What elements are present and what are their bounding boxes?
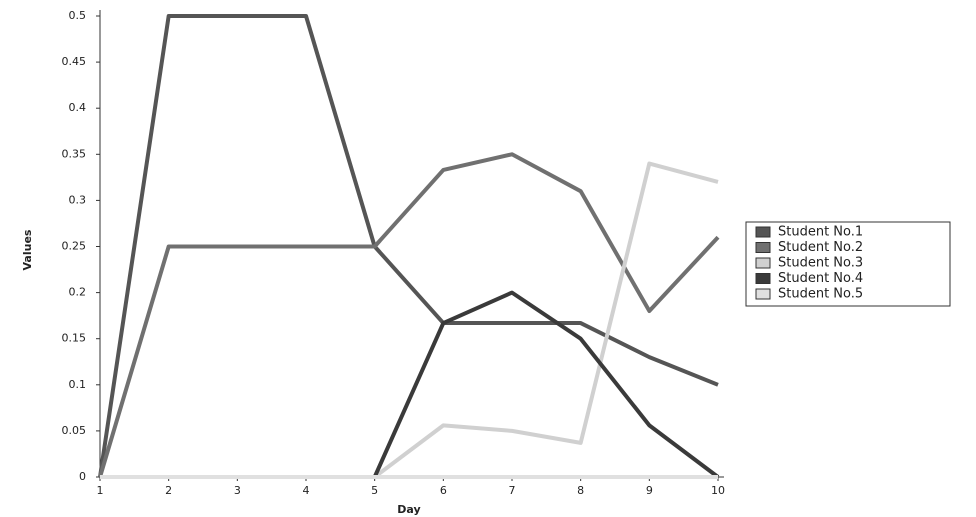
- y-tick-label: 0.05: [62, 424, 87, 437]
- chart: Values Day 0 0.05 0.1 0.15 0.2 0.25 0.3 0.35 0.4…: [0, 0, 976, 517]
- x-tick-label: 6: [440, 484, 447, 497]
- legend-label: Student No.3: [778, 256, 863, 271]
- y-tick-label: 0.4: [69, 101, 87, 114]
- y-tick-label: 0.45: [62, 55, 87, 68]
- y-tick-label: 0.5: [69, 9, 87, 22]
- legend-swatch: [756, 258, 770, 268]
- legend-label: Student No.1: [778, 225, 863, 240]
- legend-swatch: [756, 243, 770, 253]
- series-line: [100, 154, 718, 477]
- x-tick-label: 5: [371, 484, 378, 497]
- x-tick-label: 3: [234, 484, 241, 497]
- legend-swatch: [756, 289, 770, 299]
- x-tick-label: 8: [577, 484, 584, 497]
- y-tick-label: 0: [79, 470, 86, 483]
- x-tick-label: 2: [165, 484, 172, 497]
- legend-swatch: [756, 274, 770, 284]
- x-tick-label: 4: [303, 484, 310, 497]
- y-tick-label: 0.3: [69, 193, 87, 206]
- x-tick-label: 10: [711, 484, 725, 497]
- y-tick-label: 0.1: [69, 378, 87, 391]
- y-axis-label: Values: [21, 229, 34, 270]
- y-tick-label: 0.15: [62, 332, 87, 345]
- x-tick-label: 1: [97, 484, 104, 497]
- x-tick-label: 9: [646, 484, 653, 497]
- legend-swatch: [756, 227, 770, 237]
- legend-label: Student No.2: [778, 240, 863, 255]
- legend-label: Student No.5: [778, 287, 863, 302]
- y-tick-label: 0.25: [62, 240, 87, 253]
- x-axis-label: Day: [397, 503, 420, 516]
- y-tick-label: 0.35: [62, 147, 87, 160]
- x-tick-label: 7: [509, 484, 516, 497]
- y-tick-label: 0.2: [69, 286, 87, 299]
- legend-label: Student No.4: [778, 271, 863, 286]
